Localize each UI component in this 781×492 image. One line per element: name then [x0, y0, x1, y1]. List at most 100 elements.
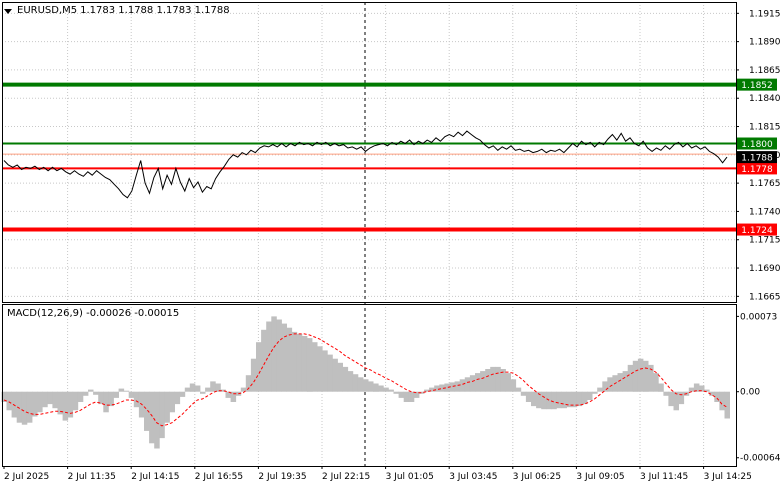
macd-histogram-bar — [67, 391, 74, 418]
macd-histogram-bar — [184, 387, 191, 392]
macd-histogram-bar — [515, 387, 522, 392]
macd-histogram-bar — [72, 391, 79, 411]
time-tick-label: 2 Jul 14:15 — [131, 472, 179, 482]
macd-histogram-bar — [149, 391, 155, 444]
dropdown-triangle-icon[interactable] — [4, 8, 12, 14]
macd-histogram-bar — [556, 391, 562, 409]
macd-histogram-bar — [368, 381, 374, 392]
macd-histogram-bar — [77, 391, 84, 402]
level-price-label: 1.1852 — [741, 81, 773, 91]
level-price-tag — [737, 137, 777, 150]
macd-histogram-bar — [444, 383, 450, 392]
price-tick-label: 1.1815 — [749, 123, 781, 133]
macd-histogram-bar — [500, 369, 506, 392]
macd-histogram-bar — [541, 391, 547, 410]
macd-histogram-bar — [133, 391, 140, 408]
macd-histogram-bar — [480, 371, 486, 392]
macd-histogram-bar — [220, 389, 226, 392]
macd-histogram-bar — [118, 388, 125, 392]
macd-histogram-bar — [215, 383, 221, 392]
macd-histogram-bar — [485, 369, 491, 392]
macd-histogram-bar — [408, 391, 415, 402]
level-price-label: 1.1778 — [741, 165, 773, 175]
macd-histogram-bar — [724, 391, 730, 419]
macd-tick-label: -0.00064 — [740, 454, 781, 464]
macd-histogram-bar — [164, 391, 170, 423]
price-tick-label: 1.1840 — [749, 94, 781, 104]
macd-histogram-bar — [413, 391, 420, 398]
macd-histogram-bar — [57, 391, 63, 415]
macd-histogram-bar — [327, 354, 333, 392]
macd-histogram-bar — [571, 391, 578, 408]
macd-histogram-bar — [434, 385, 440, 392]
macd-histogram-bar — [597, 387, 603, 392]
time-tick-label: 3 Jul 14:25 — [704, 472, 752, 482]
price-tick-label: 1.1740 — [749, 207, 781, 217]
macd-histogram-bar — [210, 381, 216, 392]
macd-histogram-bar — [174, 391, 181, 405]
macd-histogram-bar — [352, 374, 359, 392]
macd-histogram-bar — [200, 391, 206, 394]
level-price-label: 1.1724 — [741, 226, 773, 236]
macd-histogram-bar — [536, 391, 542, 409]
macd-histogram-bar — [103, 391, 109, 413]
macd-histogram-bar — [88, 389, 94, 392]
macd-histogram-bar — [403, 391, 410, 402]
macd-histogram-bar — [26, 391, 33, 423]
time-tick-label: 3 Jul 06:25 — [513, 472, 561, 482]
macd-histogram-bar — [16, 391, 23, 423]
macd-histogram-bar — [475, 373, 481, 392]
macd-histogram-bar — [546, 391, 552, 410]
macd-histogram-bar — [495, 366, 501, 392]
level-price-tag — [737, 162, 777, 175]
level-price-tag — [737, 78, 777, 91]
macd-histogram-bar — [653, 373, 659, 392]
macd-histogram-bar — [490, 366, 496, 392]
macd-histogram-bar — [169, 391, 175, 413]
macd-histogram-bar — [581, 391, 588, 405]
macd-histogram-bar — [561, 391, 567, 409]
macd-histogram-bar — [643, 360, 649, 392]
macd-histogram-bar — [678, 391, 685, 405]
macd-histogram-bar — [322, 350, 328, 392]
macd-histogram-bar — [332, 358, 338, 392]
price-line — [3, 130, 728, 199]
level-price-tag — [737, 223, 777, 236]
macd-histogram-bar — [673, 391, 679, 411]
macd-histogram-bar — [266, 321, 272, 392]
macd-histogram-bar — [587, 391, 593, 400]
symbol-header[interactable]: EURUSD,M5 1.1783 1.1788 1.1783 1.1788 — [4, 4, 230, 18]
macd-histogram-bar — [592, 391, 598, 394]
macd-histogram-bar — [505, 373, 511, 392]
macd-tick-label: 0.00073 — [740, 312, 777, 322]
macd-histogram-bar — [62, 391, 69, 421]
macd-histogram-bar — [154, 391, 160, 449]
macd-histogram-bar — [11, 391, 18, 418]
macd-histogram-bar — [383, 387, 389, 392]
price-tick-label: 1.1690 — [749, 264, 781, 274]
macd-histogram-bar — [464, 377, 471, 392]
price-tick-label: 1.1865 — [749, 66, 781, 76]
time-tick-label: 2 Jul 11:35 — [68, 472, 116, 482]
level-price-label: 1.1800 — [741, 140, 773, 150]
macd-histogram-bar — [617, 373, 623, 392]
macd-histogram-bar — [205, 387, 211, 392]
macd-histogram-bar — [663, 391, 669, 396]
macd-histogram-bar — [317, 346, 323, 392]
macd-histogram-bar — [52, 391, 58, 409]
price-tick-label: 1.1715 — [749, 236, 781, 246]
macd-signal-line — [3, 333, 728, 427]
time-tick-label: 3 Jul 03:45 — [449, 472, 497, 482]
price-series — [3, 130, 728, 199]
macd-histogram-bar — [510, 379, 517, 392]
macd-histogram-bar — [245, 375, 252, 392]
macd-histogram-bar — [1, 391, 7, 402]
macd-histogram-bar — [709, 391, 715, 396]
macd-indicator-label: MACD(12,26,9) -0.00026 -0.00015 — [7, 308, 180, 319]
macd-histogram-bar — [291, 331, 298, 392]
macd-histogram-bar — [194, 385, 201, 392]
macd-histogram-bar — [398, 391, 405, 398]
time-tick-label: 2 Jul 16:55 — [195, 472, 243, 482]
